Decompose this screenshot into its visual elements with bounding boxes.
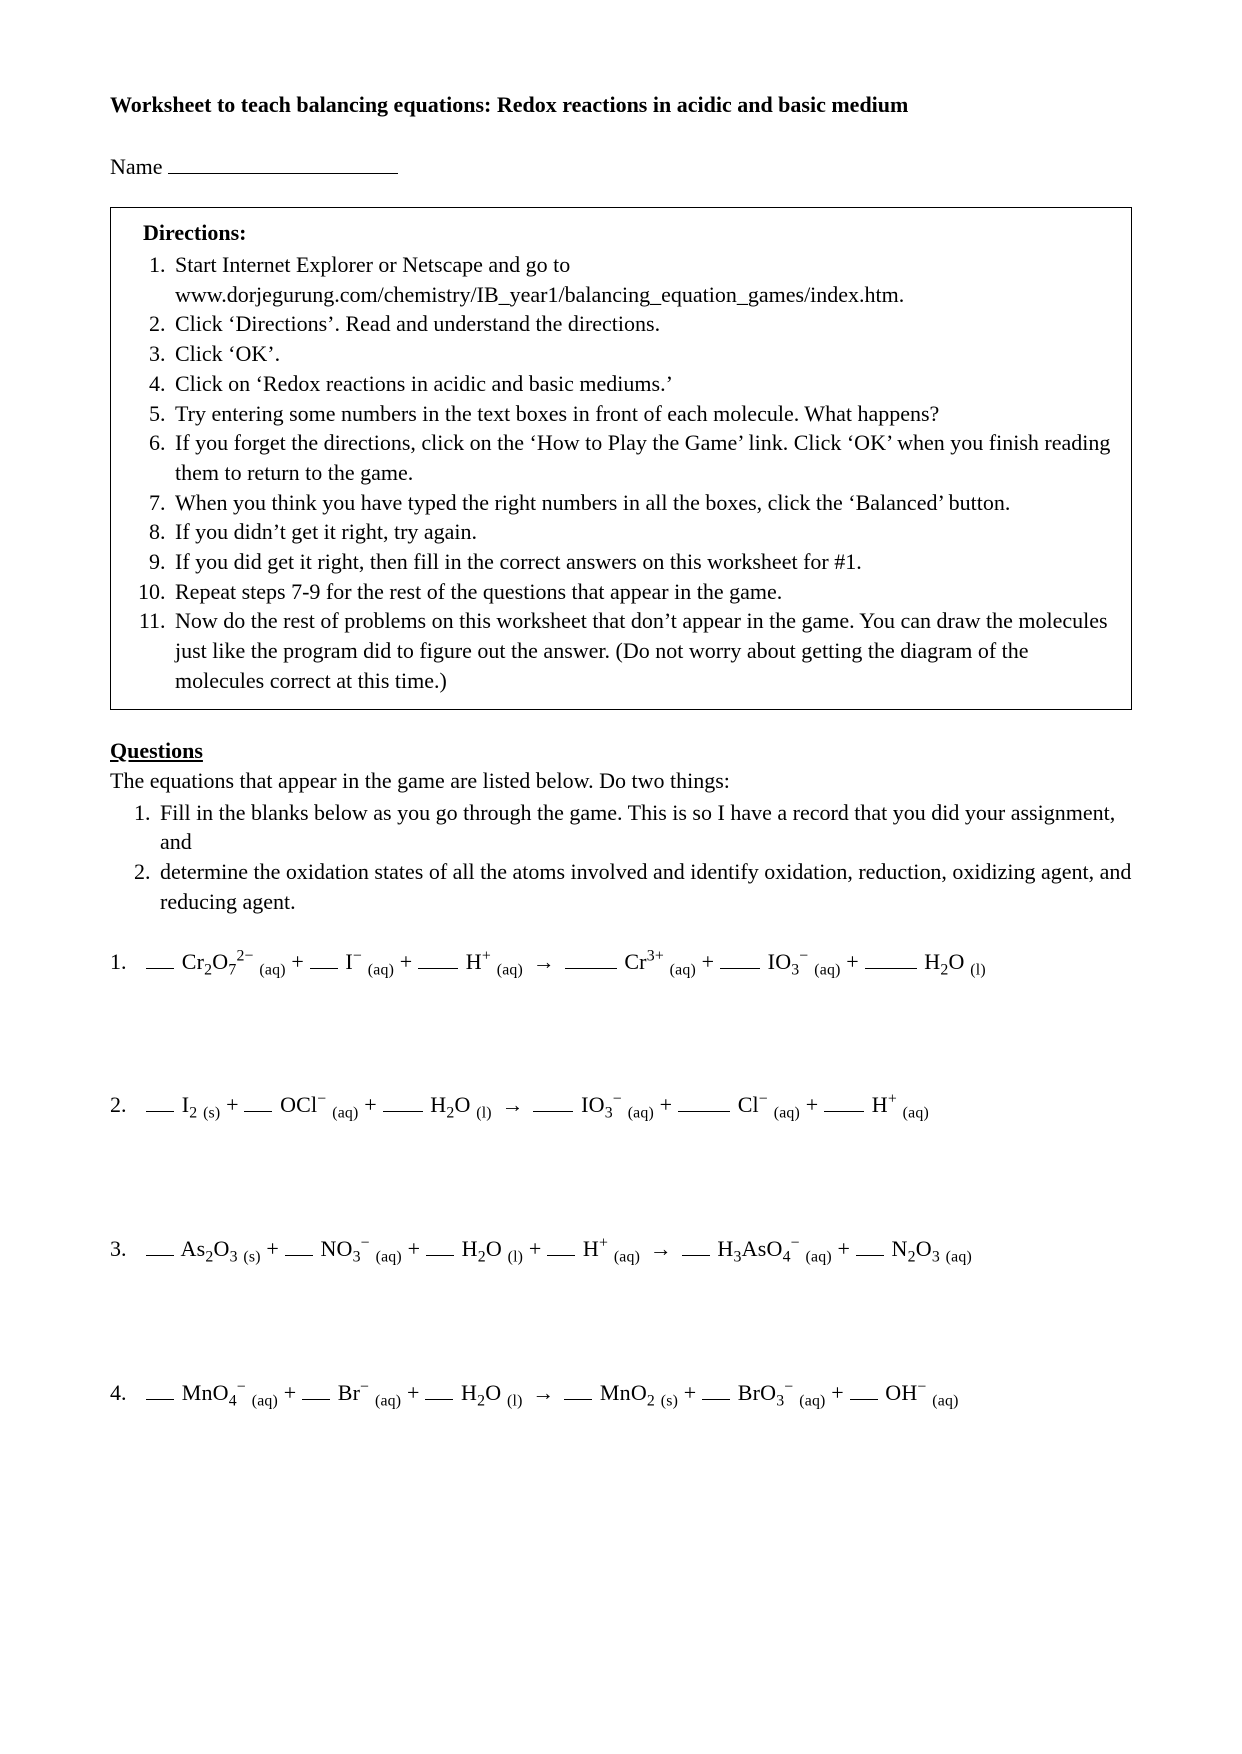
directions-item: Click ‘Directions’. Read and understand … — [171, 309, 1117, 339]
directions-item: Try entering some numbers in the text bo… — [171, 399, 1117, 429]
species: H+ (aq) — [872, 1092, 929, 1117]
questions-heading: Questions — [110, 736, 1132, 766]
directions-item: Click ‘OK’. — [171, 339, 1117, 369]
worksheet-title: Worksheet to teach balancing equations: … — [110, 90, 1132, 120]
equation-body: MnO4− (aq) + Br− (aq) + H2O (l) → MnO2 (… — [146, 1378, 1132, 1412]
directions-item: Click on ‘Redox reactions in acidic and … — [171, 369, 1117, 399]
species: NO3− (aq) — [320, 1236, 401, 1261]
coefficient-blank[interactable] — [146, 949, 174, 969]
coefficient-blank[interactable] — [682, 1236, 710, 1256]
equation-number: 4. — [110, 1378, 146, 1408]
species: I2 (s) — [182, 1092, 221, 1117]
directions-item: Repeat steps 7-9 for the rest of the que… — [171, 577, 1117, 607]
equation-row: 4. MnO4− (aq) + Br− (aq) + H2O (l) → MnO… — [110, 1378, 1132, 1412]
equation-row: 2. I2 (s) + OCl− (aq) + H2O (l) → IO3− (… — [110, 1090, 1132, 1124]
species: H+ (aq) — [466, 949, 523, 974]
directions-item: When you think you have typed the right … — [171, 488, 1117, 518]
equation-body: I2 (s) + OCl− (aq) + H2O (l) → IO3− (aq)… — [146, 1090, 1132, 1124]
coefficient-blank[interactable] — [856, 1236, 884, 1256]
directions-item: Now do the rest of problems on this work… — [171, 606, 1117, 695]
directions-list: Start Internet Explorer or Netscape and … — [125, 250, 1117, 695]
species: H2O (l) — [462, 1236, 524, 1261]
species: Br− (aq) — [338, 1380, 402, 1405]
directions-item: Start Internet Explorer or Netscape and … — [171, 250, 1117, 309]
directions-heading: Directions: — [143, 218, 1117, 248]
coefficient-blank[interactable] — [547, 1236, 575, 1256]
species: H2O (l) — [461, 1380, 523, 1405]
species: N2O3 (aq) — [892, 1236, 972, 1261]
coefficient-blank[interactable] — [426, 1236, 454, 1256]
coefficient-blank[interactable] — [720, 949, 760, 969]
species: I− (aq) — [345, 949, 394, 974]
coefficient-blank[interactable] — [302, 1380, 330, 1400]
coefficient-blank[interactable] — [310, 949, 338, 969]
equation-row: 1. Cr2O72− (aq) + I− (aq) + H+ (aq) → Cr… — [110, 947, 1132, 981]
equations-container: 1. Cr2O72− (aq) + I− (aq) + H+ (aq) → Cr… — [110, 947, 1132, 1412]
coefficient-blank[interactable] — [824, 1093, 864, 1113]
coefficient-blank[interactable] — [285, 1236, 313, 1256]
species: BrO3− (aq) — [738, 1380, 826, 1405]
directions-item: If you didn’t get it right, try again. — [171, 517, 1117, 547]
coefficient-blank[interactable] — [865, 949, 917, 969]
coefficient-blank[interactable] — [533, 1093, 573, 1113]
coefficient-blank[interactable] — [702, 1380, 730, 1400]
equation-number: 3. — [110, 1234, 146, 1264]
equation-row: 3. As2O3 (s) + NO3− (aq) + H2O (l) + H+ … — [110, 1234, 1132, 1268]
coefficient-blank[interactable] — [383, 1093, 423, 1113]
directions-box: Directions: Start Internet Explorer or N… — [110, 207, 1132, 710]
name-field-row: Name — [110, 152, 1132, 182]
coefficient-blank[interactable] — [565, 949, 617, 969]
species: IO3− (aq) — [768, 949, 841, 974]
species: Cl− (aq) — [738, 1092, 800, 1117]
species: MnO4− (aq) — [182, 1380, 278, 1405]
coefficient-blank[interactable] — [244, 1093, 272, 1113]
species: OH− (aq) — [885, 1380, 958, 1405]
questions-instruction-item: Fill in the blanks below as you go throu… — [156, 798, 1132, 857]
species: OCl− (aq) — [280, 1092, 358, 1117]
species: Cr3+ (aq) — [624, 949, 696, 974]
questions-section: Questions The equations that appear in t… — [110, 736, 1132, 916]
arrow-icon: → — [492, 1092, 534, 1117]
arrow-icon: → — [523, 1380, 565, 1405]
questions-instructions: Fill in the blanks below as you go throu… — [110, 798, 1132, 917]
coefficient-blank[interactable] — [564, 1380, 592, 1400]
coefficient-blank[interactable] — [425, 1380, 453, 1400]
directions-item: If you forget the directions, click on t… — [171, 428, 1117, 487]
species: H2O (l) — [430, 1092, 492, 1117]
coefficient-blank[interactable] — [850, 1380, 878, 1400]
equation-number: 2. — [110, 1090, 146, 1120]
questions-instruction-item: determine the oxidation states of all th… — [156, 857, 1132, 916]
coefficient-blank[interactable] — [146, 1236, 174, 1256]
coefficient-blank[interactable] — [678, 1093, 730, 1113]
species: Cr2O72− (aq) — [182, 949, 286, 974]
questions-intro: The equations that appear in the game ar… — [110, 766, 1132, 796]
equation-body: Cr2O72− (aq) + I− (aq) + H+ (aq) → Cr3+ … — [146, 947, 1132, 981]
species: H2O (l) — [924, 949, 986, 974]
coefficient-blank[interactable] — [146, 1093, 174, 1113]
species: IO3− (aq) — [581, 1092, 654, 1117]
coefficient-blank[interactable] — [146, 1380, 174, 1400]
name-label: Name — [110, 154, 163, 179]
arrow-icon: → — [523, 949, 565, 974]
directions-item: If you did get it right, then fill in th… — [171, 547, 1117, 577]
name-blank[interactable] — [168, 153, 398, 174]
equation-number: 1. — [110, 947, 146, 977]
species: H+ (aq) — [583, 1236, 640, 1261]
arrow-icon: → — [640, 1236, 682, 1261]
species: As2O3 (s) — [181, 1236, 261, 1261]
species: H3AsO4− (aq) — [717, 1236, 831, 1261]
equation-body: As2O3 (s) + NO3− (aq) + H2O (l) + H+ (aq… — [146, 1234, 1132, 1268]
coefficient-blank[interactable] — [418, 949, 458, 969]
species: MnO2 (s) — [600, 1380, 678, 1405]
